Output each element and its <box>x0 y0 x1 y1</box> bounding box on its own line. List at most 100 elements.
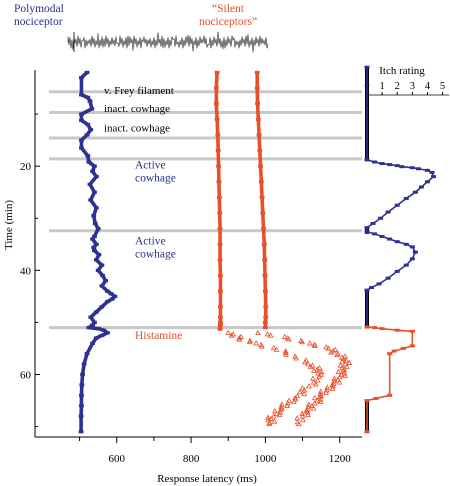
itch-marker <box>387 393 393 397</box>
itch-marker <box>387 237 393 241</box>
x-tick-label: 1000 <box>254 453 277 465</box>
latency-open-marker <box>314 377 321 383</box>
latency-open-marker <box>307 340 313 346</box>
itch-marker <box>403 242 409 246</box>
itch-marker <box>364 430 370 434</box>
itch-tick-label: 3 <box>410 81 415 92</box>
latency-open-marker <box>264 331 271 337</box>
itch-marker <box>379 162 385 166</box>
y-tick-label: 20 <box>20 161 32 173</box>
latency-open-marker <box>276 411 283 418</box>
latency-open-marker <box>299 338 306 345</box>
latency-open-marker <box>329 385 336 392</box>
itch-marker <box>372 160 378 164</box>
latency-marker <box>78 430 84 434</box>
itch-marker <box>409 257 415 261</box>
stimulus-annotation: inact. cowhage <box>104 123 170 135</box>
latency-open-marker <box>305 411 311 418</box>
latency-open-marker <box>300 417 306 423</box>
itch-marker <box>369 286 375 290</box>
itch-marker <box>364 325 370 329</box>
itch-marker <box>379 327 385 331</box>
latency-open-marker <box>301 359 308 365</box>
latency-open-marker <box>317 391 324 397</box>
x-tick-label: 800 <box>183 453 200 465</box>
latency-open-marker <box>271 407 278 414</box>
latency-open-marker <box>266 419 273 425</box>
latency-open-marker <box>314 366 321 372</box>
itch-marker <box>387 352 393 356</box>
itch-marker <box>385 276 391 280</box>
latency-open-marker <box>339 364 346 371</box>
stimulus-annotation: Active cowhage <box>135 159 176 184</box>
latency-open-marker <box>246 338 253 345</box>
latency-open-marker <box>255 329 261 336</box>
itch-marker <box>409 329 415 333</box>
latency-open-marker <box>273 410 280 416</box>
latency-open-marker <box>343 357 349 363</box>
latency-open-marker <box>299 410 306 416</box>
itch-marker <box>409 344 415 348</box>
itch-marker <box>372 326 378 330</box>
itch-marker <box>394 203 400 207</box>
latency-open-marker <box>317 398 324 405</box>
silent-header: “Silent nociceptors” <box>199 3 257 28</box>
itch-marker <box>370 221 376 225</box>
latency-open-marker <box>267 332 274 338</box>
latency-open-marker <box>311 342 318 349</box>
x-tick-label: 600 <box>109 453 126 465</box>
latency-open-marker <box>270 413 277 419</box>
itch-marker <box>379 234 385 238</box>
itch-marker <box>409 245 415 249</box>
stimulus-annotation: Active cowhage <box>135 235 176 260</box>
stimulus-annotation: Histamine <box>135 330 182 342</box>
raw-recording-trace <box>67 31 269 53</box>
latency-band <box>255 72 268 328</box>
latency-axes: 20 40 60 600 800 1000 1200 Response latency (ms… <box>3 70 362 485</box>
itch-marker <box>394 240 400 244</box>
itch-marker <box>394 328 400 332</box>
latency-open-marker <box>253 340 259 346</box>
latency-open-marker <box>294 392 301 399</box>
latency-open-marker <box>332 346 339 352</box>
itch-marker <box>378 216 384 220</box>
latency-open-marker <box>336 374 343 380</box>
itch-marker <box>385 210 391 214</box>
latency-open-marker <box>334 376 341 382</box>
latency-open-marker <box>294 418 301 425</box>
stimulus-annotation: v. Frey filament <box>104 85 174 97</box>
latency-open-marker <box>317 396 324 402</box>
latency-open-marker <box>334 351 340 358</box>
itch-marker <box>394 164 400 168</box>
latency-open-marker <box>306 383 312 389</box>
latency-open-marker <box>312 381 319 387</box>
y-tick-label: 60 <box>20 370 32 382</box>
latency-open-marker <box>342 361 349 367</box>
stimulus-annotation: inact. cowhage <box>104 103 170 115</box>
itch-marker <box>429 170 435 174</box>
latency-open-marker <box>294 415 301 421</box>
latency-open-marker <box>328 349 334 355</box>
raw-trace-line <box>67 31 269 53</box>
latency-open-marker <box>342 372 348 379</box>
stimulus-lines <box>49 90 362 330</box>
latency-open-marker <box>342 353 348 359</box>
itch-marker <box>373 396 379 400</box>
itch-marker <box>372 232 378 236</box>
latency-open-marker <box>284 402 291 408</box>
itch-marker <box>430 175 436 179</box>
latency-open-marker <box>238 333 244 339</box>
itch-marker <box>394 269 400 273</box>
latency-open-marker <box>270 344 277 351</box>
itch-marker <box>387 163 393 167</box>
itch-title: Itch rating <box>379 65 425 77</box>
latency-open-marker <box>340 355 347 362</box>
itch-tick-label: 5 <box>440 81 445 92</box>
latency-marker <box>214 70 220 75</box>
y-axis-label: Time (min) <box>3 200 15 250</box>
itch-marker <box>399 165 405 169</box>
itch-marker <box>364 158 370 162</box>
latency-open-marker <box>315 370 321 376</box>
latency-open-marker <box>330 348 337 354</box>
